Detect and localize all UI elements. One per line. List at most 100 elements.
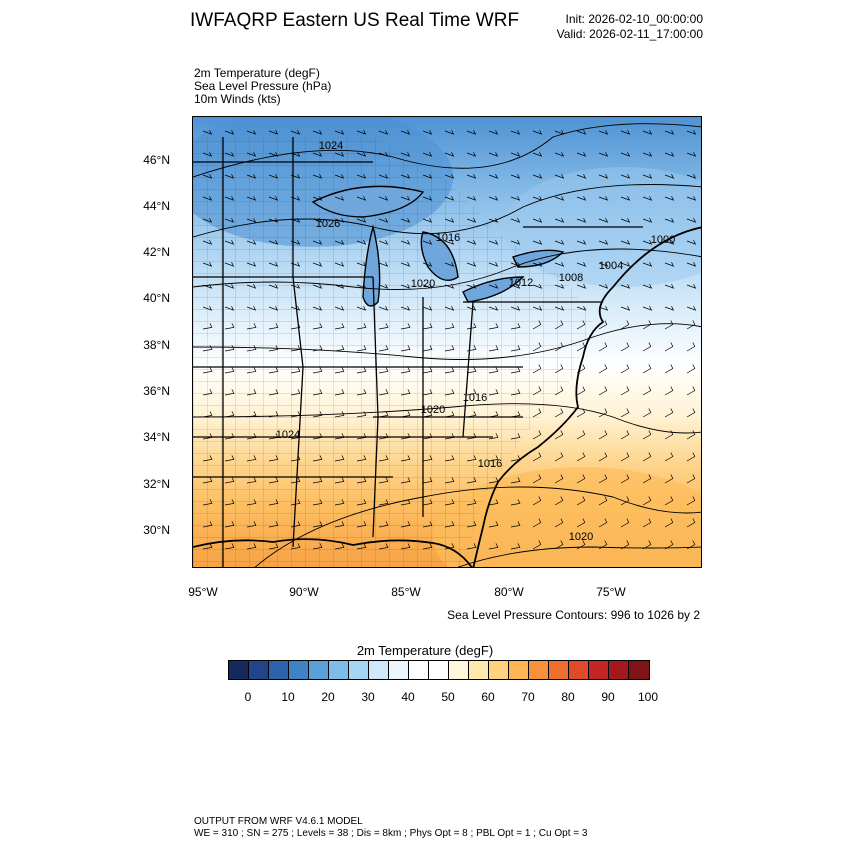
wind-barb	[510, 389, 521, 396]
wind-barb	[598, 195, 609, 201]
colorbar-tick-label: 60	[481, 690, 495, 704]
wind-barb	[620, 151, 631, 157]
lat-label-44: 44°N	[143, 199, 170, 213]
wind-barb	[466, 261, 477, 267]
wind-barb	[642, 540, 652, 550]
wind-barb	[334, 367, 345, 374]
wind-barb	[554, 129, 565, 135]
wind-barb	[290, 521, 301, 528]
wind-barb	[202, 173, 213, 179]
wind-barb	[620, 195, 631, 201]
wind-barb	[202, 411, 213, 418]
wind-barb	[466, 433, 477, 440]
wind-barb	[576, 430, 586, 440]
wind-barb	[620, 320, 630, 330]
wind-barb	[224, 521, 235, 528]
colorbar-tick-label: 0	[244, 690, 252, 704]
colorbar-tick-label: 50	[441, 690, 455, 704]
wind-barb	[686, 261, 697, 267]
wind-barb	[400, 455, 411, 462]
wind-barb	[356, 195, 367, 201]
wind-barb	[686, 239, 697, 245]
map-panel: 1024 1026 1016 1020 1012 1008 1004 1000 1016 1020…	[192, 116, 702, 568]
wind-barb	[554, 305, 565, 311]
colorbar-swatch	[309, 661, 329, 679]
wind-barb	[202, 389, 213, 396]
wind-barb	[268, 195, 279, 201]
wind-barb	[532, 342, 542, 352]
wind-barb	[554, 151, 565, 157]
wind-barb	[224, 129, 235, 135]
wind-barb	[510, 283, 521, 289]
wind-barb	[510, 195, 521, 201]
wind-barb	[488, 129, 499, 135]
wind-barb	[554, 320, 564, 330]
wind-barb	[422, 521, 433, 528]
wind-barb	[444, 345, 455, 352]
wind-barb	[378, 521, 389, 528]
wind-barb	[356, 261, 367, 267]
wind-barb	[224, 367, 235, 374]
wind-barb	[686, 386, 696, 396]
wind-barb	[664, 496, 674, 506]
wind-barb	[378, 195, 389, 201]
wind-barb	[620, 430, 630, 440]
wind-barb	[620, 408, 630, 418]
wind-barb	[400, 433, 411, 440]
wind-barb	[312, 345, 323, 352]
wind-barb	[334, 261, 345, 267]
wind-barb	[290, 305, 301, 311]
wind-barb	[532, 305, 543, 311]
wind-barb	[620, 386, 630, 396]
wind-barb	[400, 283, 411, 289]
wind-barb	[598, 452, 608, 462]
wind-barb	[466, 521, 477, 528]
wind-barb	[466, 323, 477, 330]
wind-barb	[400, 195, 411, 201]
wind-barb	[642, 261, 653, 267]
wind-barb	[246, 217, 257, 223]
colorbar-swatch	[449, 661, 469, 679]
colorbar-tick-label: 70	[521, 690, 535, 704]
wind-barb	[642, 408, 652, 418]
wind-barb	[246, 283, 257, 289]
wind-barb	[246, 411, 257, 418]
wind-barb	[378, 455, 389, 462]
wind-barb	[532, 320, 542, 330]
colorbar-tick-label: 100	[637, 690, 659, 704]
wind-barb	[334, 283, 345, 289]
wind-barb	[246, 323, 257, 330]
wind-barb	[334, 411, 345, 418]
model-info-line1: OUTPUT FROM WRF V4.6.1 MODEL	[194, 816, 363, 827]
wind-barb	[400, 477, 411, 484]
wind-barb	[664, 305, 675, 311]
wind-barb	[202, 477, 213, 484]
wind-barb	[554, 283, 565, 289]
wind-barb	[334, 173, 345, 179]
wind-barb	[466, 455, 477, 462]
wind-barb	[312, 129, 323, 135]
wind-barb	[268, 345, 279, 352]
wind-barb	[268, 477, 279, 484]
wind-barb	[422, 305, 433, 311]
wind-barb	[312, 499, 323, 506]
wind-barb	[422, 323, 433, 330]
wind-barb	[312, 455, 323, 462]
wind-barb	[532, 129, 543, 135]
colorbar-swatch	[609, 661, 629, 679]
wind-barb	[224, 173, 235, 179]
wind-barb	[686, 151, 697, 157]
colorbar-swatch	[369, 661, 389, 679]
wind-barb	[510, 217, 521, 223]
wind-barb	[422, 283, 433, 289]
wind-barb	[356, 521, 367, 528]
wind-barb	[356, 217, 367, 223]
wind-barb	[598, 320, 608, 330]
wind-barb	[444, 283, 455, 289]
wind-barb	[246, 433, 257, 440]
wind-barb	[246, 499, 257, 506]
wind-barb	[686, 283, 697, 289]
wind-barb	[356, 305, 367, 311]
wind-barb	[532, 217, 543, 223]
lake-superior	[311, 185, 425, 218]
